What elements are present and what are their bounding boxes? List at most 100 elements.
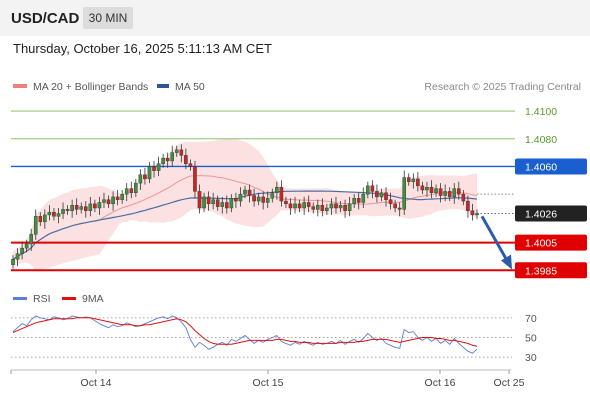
projection-arrow-head (501, 254, 512, 270)
candle-body (352, 198, 356, 205)
x-tick-label: Oct 16 (425, 377, 456, 389)
rsi-panel: 70 50 30 (11, 313, 537, 364)
candle-body (302, 202, 306, 209)
candle-body (279, 187, 284, 202)
candle-body (202, 196, 206, 209)
candle-body (165, 157, 170, 162)
candle-body (11, 259, 15, 265)
candle-body (52, 211, 56, 217)
candle-body (206, 196, 211, 205)
level-label-1.4060: 1.4060 (525, 161, 557, 173)
level-tag-1.4026 (515, 205, 587, 222)
timeframe-button[interactable]: 30 MIN (83, 7, 133, 29)
candle-body (120, 193, 124, 200)
legend-swatch-ma50 (157, 84, 169, 88)
legend-swatch-rsi (13, 297, 27, 300)
candle-body (70, 205, 74, 211)
candle-body (366, 185, 370, 195)
candle-body (193, 166, 197, 192)
level-tag-1.3985 (515, 262, 587, 279)
candle-body (88, 203, 93, 211)
legend-label-rsi: RSI (33, 293, 51, 305)
candle-body (256, 196, 261, 202)
level-label-1.4080: 1.4080 (525, 134, 557, 146)
candle-body (134, 182, 138, 193)
candle-body (370, 185, 375, 192)
candle-body (397, 207, 402, 210)
rsi-tick-label: 50 (525, 332, 537, 344)
candle-body (33, 216, 38, 235)
candle-body (170, 152, 175, 162)
candle-body (338, 205, 343, 209)
candle-body (15, 253, 20, 260)
candle-body (375, 191, 379, 198)
level-label-1.4005: 1.4005 (525, 238, 557, 250)
level-label-1.4026: 1.4026 (525, 209, 557, 221)
candle-body (406, 177, 411, 182)
candle-body (238, 193, 243, 202)
candle-body (24, 243, 29, 249)
candle-body (229, 198, 234, 209)
candle-body (457, 188, 461, 195)
candle-body (252, 195, 256, 202)
candle-body (56, 213, 61, 217)
candle-body (38, 216, 43, 223)
chart-header: USD/CAD 30 MIN (0, 0, 590, 36)
candle-body (470, 210, 475, 216)
candle-body (129, 188, 134, 193)
candle-body (270, 192, 275, 199)
candle-body (361, 193, 366, 203)
candle-body (184, 155, 188, 164)
bollinger-band-area (13, 138, 477, 271)
candle-body (215, 199, 220, 207)
x-tick-label: Oct 14 (81, 377, 112, 389)
candle-body (275, 187, 279, 193)
x-tick-label: Oct 15 (253, 377, 284, 389)
price-panel: 1.4100 1.4080 1.4060 1.4026 1.4005 1.3985 (11, 106, 587, 279)
candle-body (356, 198, 361, 203)
rsi-tick-label: 70 (525, 313, 537, 325)
candle-body (74, 205, 79, 210)
rsi-tick-label: 30 (525, 352, 537, 364)
candle-body (461, 193, 466, 202)
candle-body (152, 166, 156, 171)
candle-body (197, 191, 202, 209)
candle-body (138, 174, 143, 184)
legend-label-9ma: 9MA (82, 293, 104, 305)
candle-body (429, 187, 434, 193)
candle-body (234, 198, 238, 202)
candle-body (393, 203, 397, 209)
candle-body (452, 188, 457, 198)
candle-body (61, 209, 65, 214)
candle-body (29, 234, 33, 245)
symbol-title: USD/CAD (11, 10, 80, 27)
candle-body (188, 163, 193, 167)
candle-body (115, 196, 120, 200)
legend-swatch-9ma (62, 297, 76, 300)
candle-body (384, 192, 388, 200)
candle-body (420, 185, 425, 191)
candle-body (174, 149, 179, 153)
candle-body (211, 199, 215, 205)
candle-body (329, 203, 334, 209)
candle-body (434, 188, 438, 193)
legend-swatch-ma20 (13, 84, 27, 88)
candle-body (343, 205, 347, 211)
candle-body (161, 157, 165, 164)
candle-body (265, 198, 270, 203)
legend-label-ma50: MA 50 (175, 81, 205, 93)
candle-body (334, 203, 338, 209)
candle-body (443, 191, 447, 196)
projection-arrow-line (480, 215, 509, 262)
candle-body (293, 203, 297, 209)
candle-body (447, 191, 452, 198)
candle-body (315, 205, 320, 210)
candle-body (416, 178, 420, 187)
level-label-1.4100: 1.4100 (525, 106, 557, 118)
candle-body (243, 189, 247, 195)
candle-body (147, 166, 152, 180)
level-label-1.3985: 1.3985 (525, 265, 557, 277)
x-axis: Oct 14 Oct 15 Oct 16 Oct 25 (10, 369, 525, 389)
candle-body (325, 207, 329, 211)
